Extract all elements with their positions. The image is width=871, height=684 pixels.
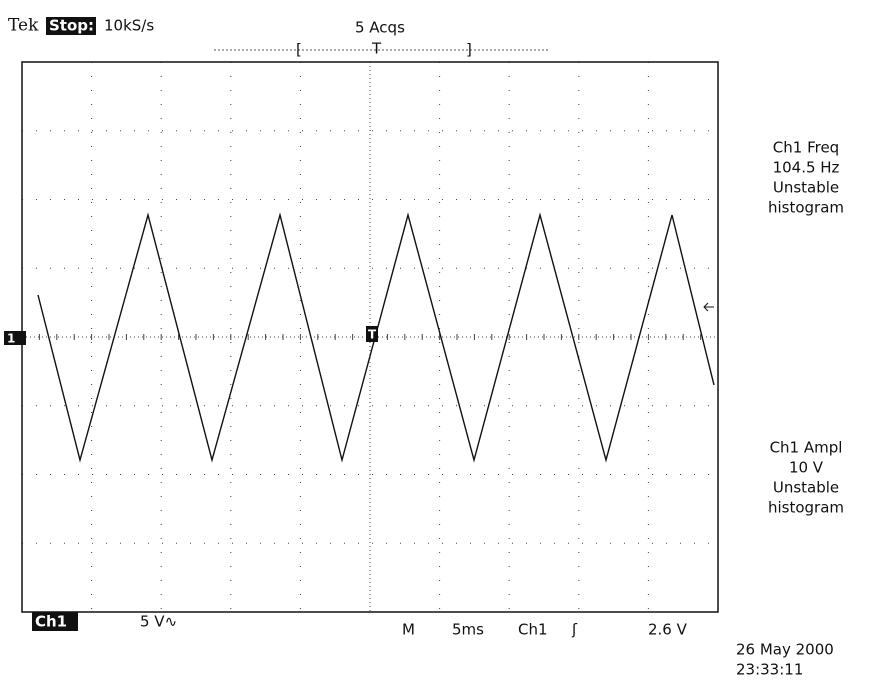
channel-marker: 1 (7, 332, 15, 346)
acquisitions: 5 Acqs (355, 19, 405, 37)
time-per-div: 5ms (452, 621, 484, 639)
brand: Tek (8, 16, 39, 36)
measurement-line: 104.5 Hz (773, 159, 840, 177)
measurement-line: Unstable (773, 179, 839, 197)
bracket: ] (466, 41, 472, 59)
measurement-line: Unstable (773, 479, 839, 497)
mode: M (402, 621, 415, 639)
scope-screenshot: Tek Stop: 10kS/s 5 Acqs [ ] T 1 T Ch1 Fr… (0, 0, 871, 684)
measurement-line: histogram (768, 199, 844, 217)
measurement-line: histogram (768, 499, 844, 517)
measurement-line: 10 V (789, 459, 824, 477)
channel: Ch1 (35, 613, 67, 631)
measurements: Ch1 Freq 104.5 Hz Unstable histogram Ch1 Amp… (768, 139, 844, 517)
trigger-level: 2.6 V (648, 621, 688, 639)
time: 23:33:11 (736, 661, 803, 679)
status: Stop: (49, 17, 94, 35)
bracket: [ (296, 41, 302, 59)
date: 26 May 2000 (736, 641, 834, 659)
measurement-line: Ch1 Ampl (770, 439, 843, 457)
measurement-line: Ch1 Freq (773, 139, 839, 157)
trigger-source: Ch1 (518, 621, 548, 639)
trigger-slope: ʃ (571, 621, 578, 639)
volts-per-div: 5 V∿ (140, 613, 177, 631)
trigger-level-arrow (704, 303, 714, 311)
trigger-position: T (371, 40, 382, 58)
sample-rate: 10kS/s (104, 17, 154, 35)
